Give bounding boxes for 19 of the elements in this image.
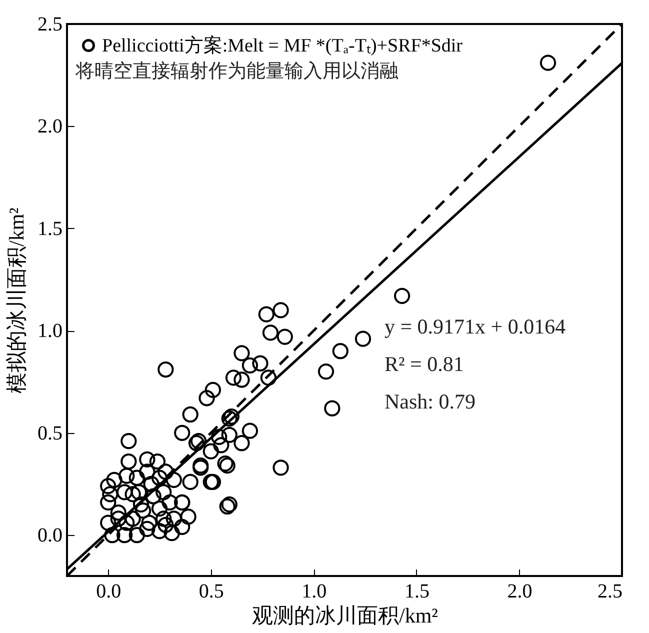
x-tick-label: 0.0 <box>96 580 122 602</box>
x-tick-label: 1.0 <box>302 580 327 602</box>
y-axis-title: 模拟的冰川面积/km² <box>4 208 28 394</box>
x-tick-label: 1.5 <box>404 580 430 602</box>
y-tick-label: 1.0 <box>38 320 62 342</box>
annotation: Nash: 0.79 <box>384 390 476 414</box>
annotation: R² = 0.81 <box>384 352 464 376</box>
x-axis-title: 观测的冰川面积/km² <box>252 604 438 628</box>
x-tick-label: 2.0 <box>507 580 532 602</box>
y-tick-label: 0.5 <box>38 422 62 444</box>
x-tick-label: 0.5 <box>198 580 224 602</box>
y-tick-label: 0.0 <box>38 524 62 547</box>
annotation: y = 0.9171x + 0.0164 <box>384 314 566 339</box>
y-tick-label: 2.0 <box>38 116 62 138</box>
y-tick-label: 2.5 <box>38 14 62 36</box>
x-tick-label: 2.5 <box>598 580 622 602</box>
annotation: 将晴空直接辐射作为能量输入用以消融 <box>74 60 398 82</box>
y-tick-label: 1.5 <box>38 218 62 240</box>
legend-label: Pellicciotti方案:Melt = MF *(Tₐ-Tₜ)+SRF*Sdir <box>102 34 464 56</box>
